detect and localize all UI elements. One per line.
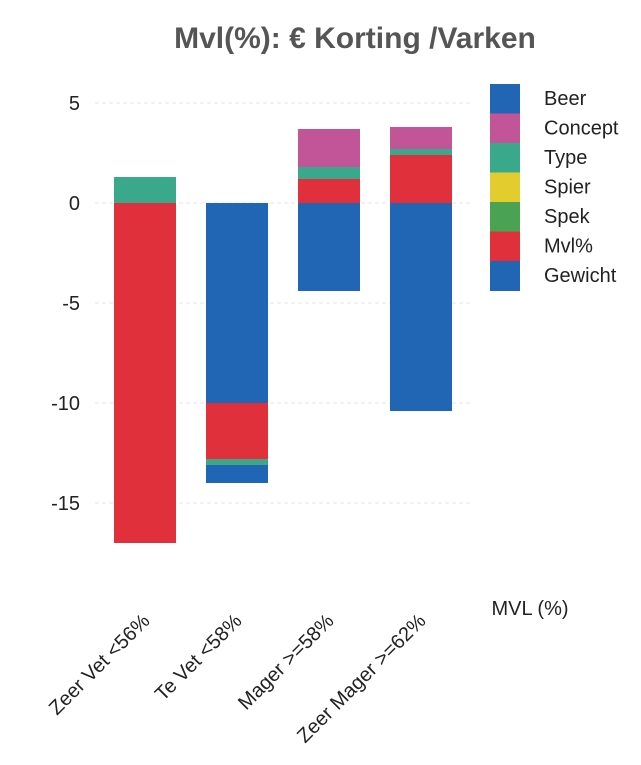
legend-swatch-beer <box>490 84 520 114</box>
x-axis-label: MVL (%) <box>491 598 568 620</box>
bar-segment-gewicht <box>298 203 360 291</box>
bar-segment-type <box>390 149 452 155</box>
x-category-label: Mager >=58% <box>234 610 339 715</box>
legend-label-type: Type <box>544 147 587 169</box>
bar-segment-type <box>114 177 176 203</box>
legend-swatch-spier <box>490 172 520 203</box>
y-axis-ticks: 5 0 -5 -10 -15 <box>51 93 80 515</box>
bar-segment-gewicht <box>390 203 452 411</box>
bar-segment-concept <box>390 127 452 149</box>
legend-label-mvl-: Mvl% <box>544 236 593 258</box>
legend: Beer Concept Type Spier Spek Mvl% Gewicht <box>490 84 619 291</box>
y-tick-label: -5 <box>62 293 80 315</box>
legend-label-gewicht: Gewicht <box>544 265 617 287</box>
bar-segment-mvl- <box>390 155 452 203</box>
y-tick-label: -15 <box>51 493 80 515</box>
y-tick-label: -10 <box>51 393 80 415</box>
bar-segment-type <box>298 167 360 179</box>
legend-label-spek: Spek <box>544 206 591 228</box>
legend-swatch-gewicht <box>490 261 520 291</box>
bar-segment-mvl- <box>298 179 360 203</box>
bar-segment-type <box>206 459 268 465</box>
bar-segment-concept <box>298 129 360 167</box>
bar-segment-beer <box>206 465 268 483</box>
legend-label-concept: Concept <box>544 118 619 140</box>
bars <box>114 127 452 543</box>
legend-swatch-type <box>490 143 520 173</box>
legend-label-beer: Beer <box>544 88 587 110</box>
x-category-label: Te Vet <58% <box>151 610 247 706</box>
bar-segment-mvl- <box>206 403 268 459</box>
y-tick-label: 0 <box>69 193 80 215</box>
x-category-label: Zeer Vet <56% <box>45 610 155 720</box>
x-axis-categories: Zeer Vet <56%Te Vet <58%Mager >=58%Zeer … <box>45 610 431 748</box>
y-tick-label: 5 <box>69 93 80 115</box>
legend-label-spier: Spier <box>544 177 591 199</box>
legend-swatch-spek <box>490 202 520 232</box>
bar-segment-mvl- <box>114 203 176 543</box>
legend-swatch-concept <box>490 113 520 144</box>
chart-title: Mvl(%): € Korting /Varken <box>174 22 536 55</box>
bar-segment-gewicht <box>206 203 268 403</box>
legend-swatch-mvl- <box>490 231 520 262</box>
